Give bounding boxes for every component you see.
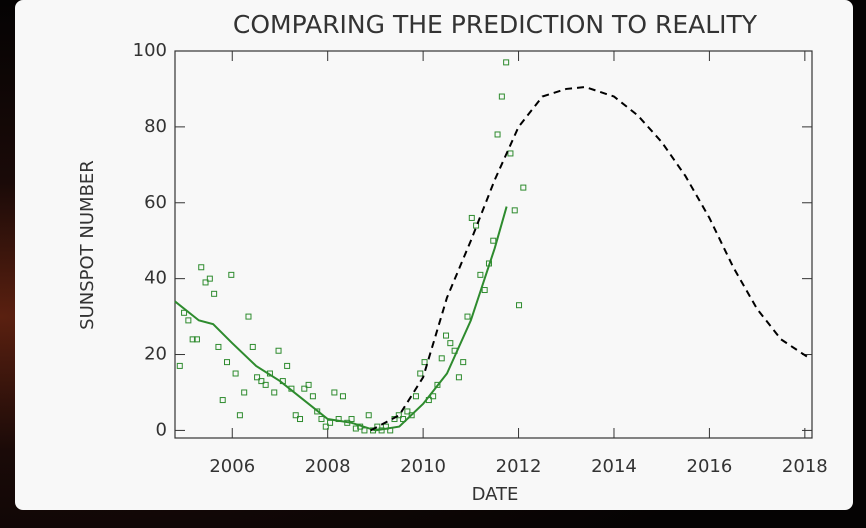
y-tick-label: 40: [144, 268, 167, 289]
x-tick-label: 2018: [782, 456, 828, 477]
data-point: [219, 397, 226, 404]
data-point: [206, 275, 213, 282]
data-point: [249, 343, 256, 350]
data-point: [176, 362, 183, 369]
data-point: [339, 393, 346, 400]
data-point: [181, 309, 188, 316]
data-point: [438, 355, 445, 362]
data-point: [460, 359, 467, 366]
data-point: [477, 271, 484, 278]
data-point: [348, 416, 355, 423]
y-tick-label: 60: [144, 192, 167, 213]
data-point: [464, 313, 471, 320]
data-point: [455, 374, 462, 381]
data-point: [408, 412, 415, 419]
data-point: [245, 313, 252, 320]
data-point: [232, 370, 239, 377]
data-point: [322, 423, 329, 430]
data-point: [331, 389, 338, 396]
smoothed-line: [174, 206, 508, 432]
data-point: [404, 408, 411, 415]
data-point: [434, 381, 441, 388]
data-point: [292, 412, 299, 419]
data-point: [284, 362, 291, 369]
data-point: [494, 131, 501, 138]
data-point: [309, 393, 316, 400]
y-tick-label: 100: [133, 40, 167, 61]
data-point: [365, 412, 372, 419]
data-point: [421, 359, 428, 366]
data-point: [297, 416, 304, 423]
x-tick-label: 2008: [305, 456, 351, 477]
data-point: [236, 412, 243, 419]
data-point: [185, 317, 192, 324]
data-point: [305, 381, 312, 388]
data-point: [271, 389, 278, 396]
data-point: [241, 389, 248, 396]
data-point: [198, 264, 205, 271]
plot-frame: [174, 50, 813, 439]
data-point: [400, 416, 407, 423]
y-tick-label: 20: [144, 344, 167, 365]
data-point: [228, 271, 235, 278]
x-tick-label: 2014: [591, 456, 637, 477]
panel: [15, 0, 853, 510]
data-point: [507, 150, 514, 157]
data-point: [481, 287, 488, 294]
data-point: [215, 343, 222, 350]
data-point: [417, 370, 424, 377]
data-point: [318, 416, 325, 423]
data-point: [211, 290, 218, 297]
data-point: [202, 279, 209, 286]
y-tick-label: 80: [144, 116, 167, 137]
data-point: [511, 207, 518, 214]
x-tick-label: 2016: [687, 456, 733, 477]
data-point: [447, 340, 454, 347]
x-axis-label: DATE: [472, 484, 519, 505]
data-point: [490, 237, 497, 244]
data-point: [262, 381, 269, 388]
data-point: [503, 59, 510, 66]
x-tick-label: 2012: [496, 456, 542, 477]
y-tick-label: 0: [156, 419, 167, 440]
data-point: [193, 336, 200, 343]
data-point: [468, 214, 475, 221]
data-point: [352, 425, 359, 432]
x-tick-label: 2010: [400, 456, 446, 477]
data-point: [254, 374, 261, 381]
data-point: [189, 336, 196, 343]
data-point: [275, 347, 282, 354]
data-point: [412, 393, 419, 400]
data-point: [516, 302, 523, 309]
data-point: [473, 222, 480, 229]
y-axis-label: SUNSPOT NUMBER: [77, 160, 98, 330]
data-point: [258, 378, 265, 385]
prediction-line: [370, 86, 811, 432]
data-point: [520, 184, 527, 191]
data-point: [301, 385, 308, 392]
x-tick-label: 2006: [209, 456, 255, 477]
chart-title: COMPARING THE PREDICTION TO REALITY: [233, 10, 758, 39]
data-point: [430, 393, 437, 400]
data-point: [224, 359, 231, 366]
data-point: [498, 93, 505, 100]
data-point: [443, 332, 450, 339]
data-point: [395, 412, 402, 419]
